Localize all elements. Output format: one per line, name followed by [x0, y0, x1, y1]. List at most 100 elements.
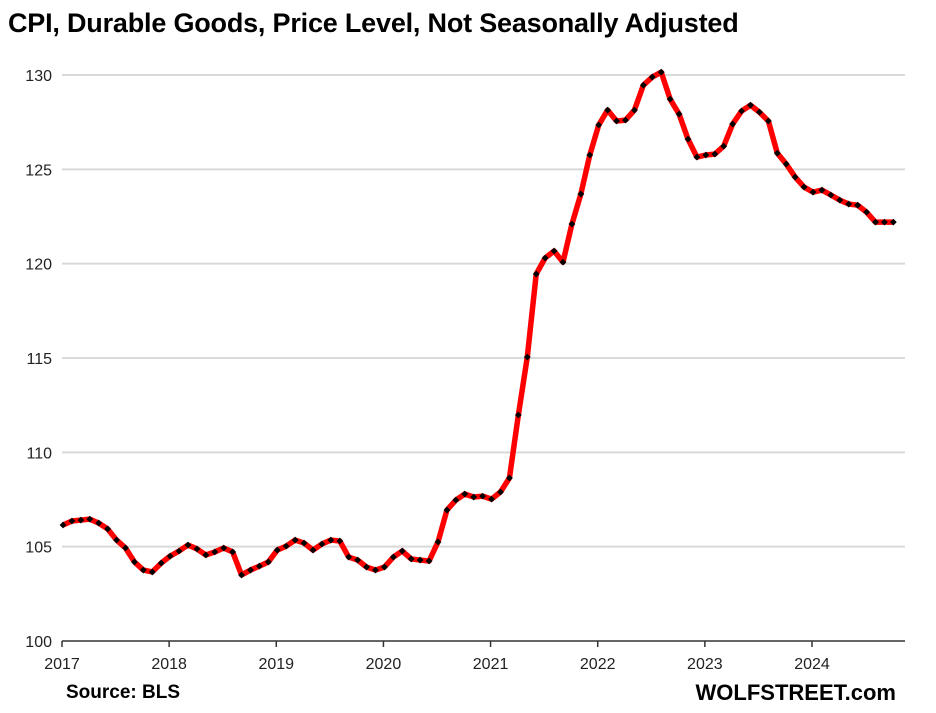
data-point	[416, 556, 424, 564]
y-tick-label: 110	[26, 445, 52, 462]
data-point	[756, 108, 763, 116]
data-point	[193, 545, 201, 553]
data-point	[398, 547, 406, 555]
data-point	[59, 521, 67, 529]
data-point	[354, 556, 362, 564]
data-point	[104, 525, 112, 533]
brand-label: WOLFSTREET.com	[695, 680, 896, 705]
data-point	[782, 160, 790, 168]
data-point	[336, 537, 344, 545]
data-point	[872, 218, 879, 226]
y-tick-label: 100	[25, 634, 52, 651]
data-point	[68, 517, 76, 525]
data-point	[113, 536, 120, 544]
data-point	[497, 488, 504, 496]
data-point	[845, 200, 853, 208]
data-point	[550, 247, 558, 255]
data-point	[425, 557, 433, 565]
data-point	[889, 218, 897, 226]
data-point	[220, 544, 228, 552]
data-point	[381, 563, 388, 571]
x-tick-label: 2021	[473, 656, 509, 673]
data-point	[818, 186, 826, 194]
data-point	[175, 547, 183, 555]
data-point	[657, 68, 665, 76]
data-point	[434, 538, 442, 546]
data-point	[86, 515, 94, 523]
data-point	[166, 552, 174, 560]
data-point	[264, 558, 272, 566]
data-point	[273, 546, 281, 554]
data-point	[479, 492, 487, 500]
x-tick-label: 2020	[366, 656, 402, 673]
data-point	[604, 106, 612, 114]
y-tick-label: 115	[26, 351, 52, 368]
data-point	[470, 493, 478, 501]
data-point	[586, 151, 594, 159]
data-point	[300, 539, 308, 547]
data-point	[720, 142, 728, 150]
data-point	[488, 495, 495, 503]
data-point	[595, 121, 603, 129]
data-point	[148, 568, 156, 576]
data-point	[711, 150, 719, 158]
data-point	[229, 548, 237, 556]
data-point	[693, 153, 701, 161]
data-point	[791, 173, 799, 181]
data-point	[684, 135, 692, 143]
data-point	[345, 553, 353, 561]
data-point	[800, 183, 808, 191]
data-point	[372, 566, 379, 574]
y-tick-label: 120	[25, 257, 52, 274]
chart-title: CPI, Durable Goods, Price Level, Not Sea…	[8, 8, 739, 38]
data-point	[541, 254, 549, 262]
data-point	[363, 563, 370, 571]
data-point	[122, 544, 129, 552]
data-point	[648, 73, 656, 81]
data-point	[514, 411, 522, 419]
data-point	[291, 536, 299, 544]
data-point	[256, 562, 263, 570]
data-point	[211, 548, 219, 556]
data-point	[523, 353, 531, 361]
data-point	[95, 519, 103, 527]
data-point	[318, 540, 326, 548]
data-point	[836, 196, 844, 204]
data-point	[443, 506, 451, 514]
y-tick-label: 105	[25, 540, 52, 557]
data-point	[827, 191, 835, 199]
data-point	[238, 571, 245, 579]
data-point	[309, 546, 317, 554]
data-point	[506, 474, 513, 482]
y-tick-label: 125	[25, 162, 52, 179]
data-point	[389, 553, 397, 561]
data-point	[622, 116, 629, 124]
data-point	[157, 559, 165, 567]
data-point	[568, 220, 576, 228]
series-line	[61, 69, 894, 578]
data-point	[77, 516, 85, 524]
x-tick-label: 2018	[151, 656, 187, 673]
x-tick-label: 2023	[687, 656, 723, 673]
data-point	[613, 117, 620, 125]
data-point	[327, 536, 335, 544]
data-point	[282, 542, 290, 550]
data-point	[407, 555, 415, 563]
data-point	[247, 566, 254, 574]
data-point	[738, 107, 745, 115]
data-point	[702, 151, 710, 159]
data-point	[675, 110, 683, 118]
data-point	[532, 270, 540, 278]
x-tick-label: 2019	[258, 656, 294, 673]
data-point	[461, 490, 469, 498]
data-point	[729, 120, 737, 128]
x-tick-label: 2022	[580, 656, 616, 673]
data-point	[184, 541, 192, 549]
data-point	[139, 566, 147, 574]
data-point	[809, 188, 817, 196]
data-point	[747, 101, 754, 109]
data-point	[452, 496, 460, 504]
data-point	[577, 190, 585, 198]
data-point	[202, 551, 210, 559]
